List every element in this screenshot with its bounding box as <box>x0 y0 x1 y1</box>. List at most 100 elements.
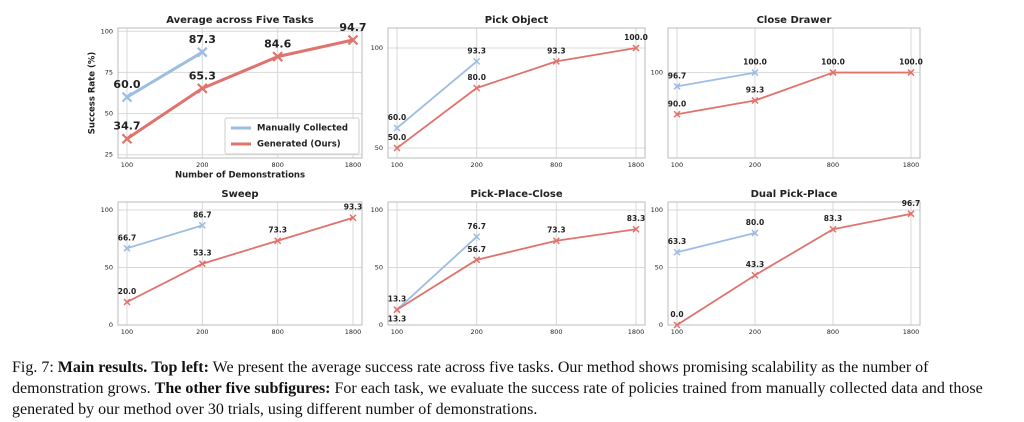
x-tick-label: 100 <box>391 161 403 169</box>
series-line <box>676 71 756 88</box>
data-label: 60.0 <box>388 113 407 122</box>
data-label: 53.3 <box>193 249 212 258</box>
data-label: 90.0 <box>668 99 687 108</box>
y-tick-label: 100 <box>101 27 113 35</box>
chart-title: Sweep <box>221 189 258 200</box>
legend-box <box>224 117 360 155</box>
y-tick-label: 50 <box>655 264 663 272</box>
data-label: 63.3 <box>668 237 687 246</box>
legend-label: Manually Collected <box>257 124 348 134</box>
data-label: 13.3 <box>388 295 407 304</box>
plot-frame <box>117 201 363 326</box>
point-marker <box>673 82 681 90</box>
series-line <box>126 224 203 250</box>
point-marker <box>393 144 401 152</box>
y-tick-label: 100 <box>371 206 383 214</box>
chart-title: Average across Five Tasks <box>166 15 314 26</box>
series-line <box>396 60 478 129</box>
point-marker <box>552 237 560 245</box>
data-label: 93.3 <box>467 46 486 55</box>
point-marker <box>347 34 359 46</box>
x-tick-label: 1800 <box>345 328 362 336</box>
caption-text: For each task, we evaluate the success r… <box>12 380 983 418</box>
point-marker <box>673 248 681 256</box>
data-label: 100.0 <box>899 58 923 67</box>
data-label: 86.7 <box>193 210 212 219</box>
x-tick-label: 100 <box>121 328 133 336</box>
point-marker <box>197 83 208 94</box>
point-marker <box>829 225 837 233</box>
data-label: 76.7 <box>467 222 486 231</box>
plot-frame <box>387 27 646 159</box>
data-label: 60.0 <box>113 78 140 91</box>
data-label: 66.7 <box>118 233 137 242</box>
data-label: 93.3 <box>746 86 765 95</box>
point-marker <box>123 298 131 306</box>
data-label: 73.3 <box>268 226 287 235</box>
y-tick-label: 50 <box>375 144 383 152</box>
point-marker <box>632 225 640 233</box>
plot-frame <box>117 27 363 159</box>
data-label: 84.6 <box>264 38 291 51</box>
point-marker <box>907 69 915 77</box>
x-tick-label: 800 <box>550 328 562 336</box>
x-tick-label: 200 <box>749 161 761 169</box>
chart-title: Pick Object <box>485 15 549 26</box>
point-marker <box>473 57 481 65</box>
caption-heading: The other five subfigures: <box>154 380 331 397</box>
series-line <box>396 47 637 149</box>
y-tick-label: 0 <box>109 321 113 329</box>
x-tick-label: 800 <box>550 161 562 169</box>
series-line <box>126 216 354 303</box>
legend-label: Generated (Ours) <box>257 140 341 150</box>
data-label: 13.3 <box>388 315 407 324</box>
point-marker <box>751 69 759 77</box>
point-marker <box>473 84 481 92</box>
point-marker <box>198 260 206 268</box>
series-line <box>396 228 637 311</box>
point-marker <box>473 233 481 241</box>
data-label: 100.0 <box>743 58 767 67</box>
point-marker <box>673 321 681 329</box>
x-tick-label: 1800 <box>628 328 645 336</box>
point-marker <box>349 214 357 222</box>
point-marker <box>632 44 640 52</box>
y-tick-label: 50 <box>105 264 113 272</box>
caption: Fig. 7: Main results. Top left: We prese… <box>12 357 1016 420</box>
x-tick-label: 800 <box>271 328 283 336</box>
x-tick-label: 200 <box>196 328 208 336</box>
y-tick-label: 100 <box>101 206 113 214</box>
chart-title: Close Drawer <box>757 15 832 26</box>
point-marker <box>751 96 759 105</box>
data-label: 93.3 <box>547 46 566 55</box>
data-label: 73.3 <box>547 226 566 235</box>
x-tick-label: 800 <box>271 161 283 169</box>
point-marker <box>473 256 481 264</box>
plot-frame <box>667 201 921 326</box>
data-label: 20.0 <box>118 287 137 296</box>
point-marker <box>552 57 560 65</box>
y-tick-label: 0 <box>379 321 383 329</box>
x-tick-label: 200 <box>470 161 482 169</box>
x-tick-label: 200 <box>749 328 761 336</box>
y-tick-label: 100 <box>651 69 663 77</box>
x-tick-label: 200 <box>470 328 482 336</box>
y-tick-label: 75 <box>105 68 113 76</box>
y-tick-label: 0 <box>659 321 663 329</box>
point-marker <box>393 124 401 132</box>
x-tick-label: 100 <box>391 328 403 336</box>
point-marker <box>751 229 759 237</box>
data-label: 56.7 <box>467 245 486 254</box>
x-tick-label: 100 <box>671 328 683 336</box>
data-label: 34.7 <box>113 120 140 133</box>
data-label: 80.0 <box>467 73 486 82</box>
figure-label: Fig. 7: <box>12 359 54 376</box>
data-label: 83.3 <box>627 214 646 223</box>
data-label: 93.3 <box>344 203 363 212</box>
caption-text: We present the average success rate acro… <box>12 359 929 397</box>
x-tick-label: 100 <box>121 161 133 169</box>
y-tick-label: 100 <box>651 206 663 214</box>
plot-frame <box>667 27 921 159</box>
data-label: 87.3 <box>189 33 216 46</box>
data-label: 43.3 <box>746 260 765 269</box>
